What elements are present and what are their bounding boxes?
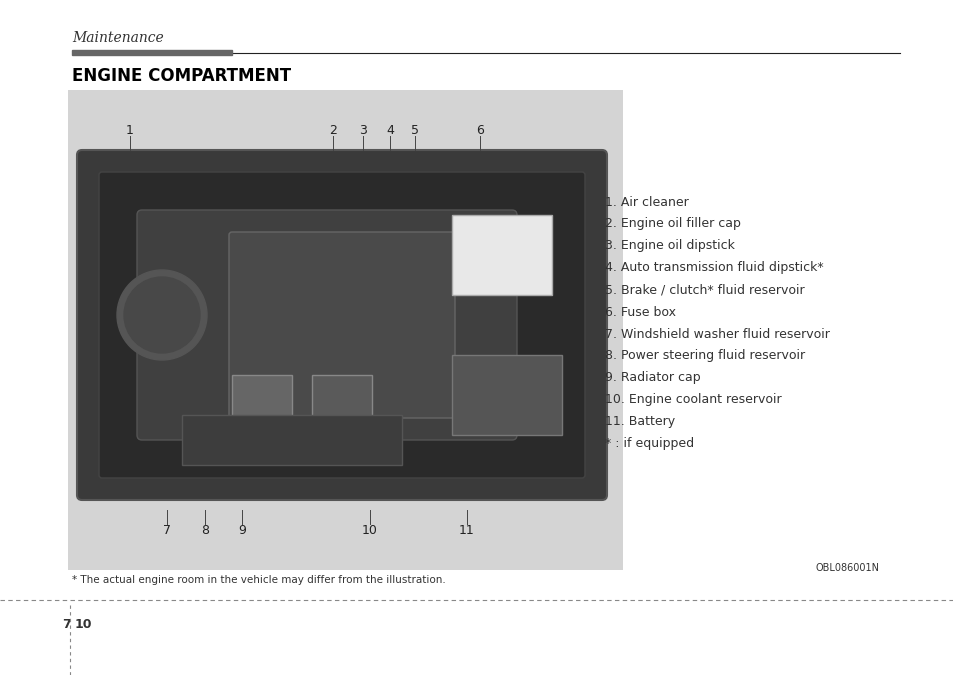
Text: 7. Windshield washer fluid reservoir: 7. Windshield washer fluid reservoir <box>604 327 829 340</box>
Text: 6: 6 <box>476 124 483 136</box>
Text: 7: 7 <box>62 618 71 632</box>
Text: 1: 1 <box>126 124 133 136</box>
Text: * The actual engine room in the vehicle may differ from the illustration.: * The actual engine room in the vehicle … <box>71 575 445 585</box>
FancyBboxPatch shape <box>137 210 517 440</box>
Bar <box>312 375 372 445</box>
Text: 1. Air cleaner: 1. Air cleaner <box>604 196 688 209</box>
Text: 9: 9 <box>238 524 246 537</box>
Bar <box>452 355 561 435</box>
Bar <box>71 50 232 55</box>
Circle shape <box>124 277 200 353</box>
Text: 3. Engine oil dipstick: 3. Engine oil dipstick <box>604 240 734 252</box>
Text: 11: 11 <box>458 524 475 537</box>
Text: 4. Auto transmission fluid dipstick*: 4. Auto transmission fluid dipstick* <box>604 261 822 275</box>
Text: 5: 5 <box>411 124 418 136</box>
FancyBboxPatch shape <box>77 150 606 500</box>
Text: 2. Engine oil filler cap: 2. Engine oil filler cap <box>604 217 740 230</box>
Bar <box>68 90 622 570</box>
Bar <box>232 375 292 445</box>
Text: 7: 7 <box>163 524 171 537</box>
Text: 10: 10 <box>75 618 92 632</box>
Text: 4: 4 <box>386 124 394 136</box>
Text: 8. Power steering fluid reservoir: 8. Power steering fluid reservoir <box>604 350 804 362</box>
Text: 8: 8 <box>201 524 209 537</box>
Bar <box>182 415 401 465</box>
Circle shape <box>117 270 207 360</box>
Text: 10. Engine coolant reservoir: 10. Engine coolant reservoir <box>604 394 781 406</box>
Text: Maintenance: Maintenance <box>71 31 164 45</box>
Text: 11. Battery: 11. Battery <box>604 416 675 429</box>
Text: 3: 3 <box>358 124 367 136</box>
FancyBboxPatch shape <box>229 232 455 418</box>
Text: 10: 10 <box>362 524 377 537</box>
Text: ENGINE COMPARTMENT: ENGINE COMPARTMENT <box>71 67 291 85</box>
Text: 6. Fuse box: 6. Fuse box <box>604 306 676 319</box>
Text: 2: 2 <box>329 124 336 136</box>
Text: OBL086001N: OBL086001N <box>815 563 879 573</box>
Text: 5. Brake / clutch* fluid reservoir: 5. Brake / clutch* fluid reservoir <box>604 284 803 296</box>
FancyBboxPatch shape <box>99 172 584 478</box>
Text: 9. Radiator cap: 9. Radiator cap <box>604 371 700 385</box>
Bar <box>452 215 552 295</box>
Text: * : if equipped: * : if equipped <box>604 437 694 450</box>
